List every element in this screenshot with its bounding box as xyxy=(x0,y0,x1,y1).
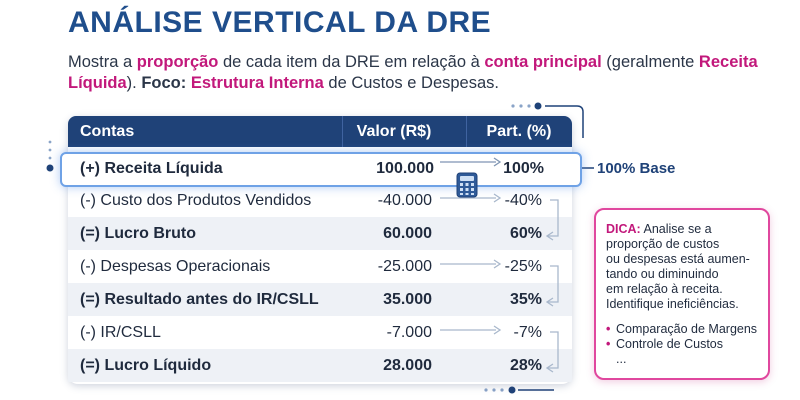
header-part: Part. (%) xyxy=(486,123,552,140)
arrow-right-icon xyxy=(440,259,502,269)
table-row: (+) Receita Líquida 100.000 100% xyxy=(60,152,582,187)
table-header: Contas Valor (R$) Part. (%) xyxy=(68,116,572,147)
tip-line: Identifique ineficiências. xyxy=(606,297,739,311)
table-row: (=) Lucro Bruto 60.000 60% xyxy=(68,217,572,250)
row-value: 60.000 xyxy=(383,225,432,242)
subtitle-segment: Estrutura Interna xyxy=(190,74,324,92)
tip-line: ou despesas está aumen- xyxy=(606,252,750,266)
row-label: (=) Resultado antes do IR/CSLL xyxy=(80,291,319,308)
row-label: (-) Despesas Operacionais xyxy=(80,258,271,275)
row-label: (=) Lucro Bruto xyxy=(80,225,196,242)
row-value: -7.000 xyxy=(386,324,432,341)
header-valor: Valor (R$) xyxy=(356,123,432,140)
row-value: -25.000 xyxy=(377,258,432,275)
page-subtitle: Mostra a proporção de cada item da DRE e… xyxy=(68,52,758,94)
header-divider xyxy=(342,116,343,147)
row-percent: -25% xyxy=(504,258,542,275)
dre-table: Contas Valor (R$) Part. (%) (+) Receita … xyxy=(60,116,582,384)
row-percent: -40% xyxy=(504,192,542,209)
row-value: 28.000 xyxy=(383,357,432,374)
row-value: -40.000 xyxy=(377,192,432,209)
tip-line: proporção de custos xyxy=(606,237,720,251)
tip-text: DICA: Analise se a proporção de custos ou … xyxy=(606,222,758,312)
header-divider xyxy=(466,116,467,147)
arrow-right-icon xyxy=(440,157,502,167)
subtitle-segment: Mostra a xyxy=(68,53,137,71)
subtitle-segment: ). xyxy=(126,74,142,92)
tip-title: DICA: xyxy=(606,222,641,236)
page-title: ANÁLISE VERTICAL DA DRE xyxy=(68,6,492,39)
dotted-connector-icon xyxy=(46,140,54,172)
subtitle-segment: Foco: xyxy=(141,74,187,92)
tip-line: tando ou diminuindo xyxy=(606,267,719,281)
row-value: 100.000 xyxy=(376,160,434,177)
table-row: (=) Lucro Líquido 28.000 28% xyxy=(68,349,572,382)
table-row: (-) IR/CSLL -7.000 -7% xyxy=(68,316,572,349)
tip-line: Analise se a xyxy=(643,222,712,236)
tip-line: em relação à receita. xyxy=(606,282,723,296)
row-percent: 100% xyxy=(503,160,544,177)
base-label: 100% Base xyxy=(597,160,676,177)
table-row: (-) Custo dos Produtos Vendidos -40.000 -4… xyxy=(68,184,572,217)
arrow-right-icon xyxy=(440,193,502,203)
arrow-right-icon xyxy=(440,325,502,335)
row-label: (-) IR/CSLL xyxy=(80,324,161,341)
bracket-arrow-icon xyxy=(546,265,559,307)
header-contas: Contas xyxy=(80,123,135,140)
subtitle-segment: de Custos e Despesas. xyxy=(323,74,499,92)
calculator-icon xyxy=(456,172,478,198)
tip-list: Comparação de MargensControle de Custos.… xyxy=(606,322,758,367)
subtitle-segment: conta principal xyxy=(484,53,602,71)
subtitle-segment: Receita Líquida xyxy=(68,53,758,92)
subtitle-segment: (geralmente xyxy=(601,53,699,71)
row-value: 35.000 xyxy=(383,291,432,308)
row-label: (-) Custo dos Produtos Vendidos xyxy=(80,192,312,209)
row-label: (=) Lucro Líquido xyxy=(80,357,212,374)
row-percent: 60% xyxy=(509,225,542,242)
row-percent: 28% xyxy=(509,357,542,374)
table-row: (-) Despesas Operacionais -25.000 -25% xyxy=(68,250,572,283)
row-label: (+) Receita Líquida xyxy=(80,160,223,177)
tip-bullet: Controle de Custos xyxy=(606,337,758,352)
row-percent: -7% xyxy=(513,324,542,341)
subtitle-segment: proporção xyxy=(136,53,219,71)
table-row: (=) Resultado antes do IR/CSLL 35.000 35% xyxy=(68,283,572,316)
tip-more: ... xyxy=(616,352,627,366)
bracket-arrow-icon xyxy=(546,331,559,373)
tip-bullet: Comparação de Margens xyxy=(606,322,758,337)
subtitle-segment: de cada item da DRE em relação à xyxy=(218,53,485,71)
tip-box: DICA: Analise se a proporção de custos ou … xyxy=(594,208,770,380)
bracket-arrow-icon xyxy=(546,199,559,241)
dotted-connector-icon xyxy=(484,386,554,394)
row-percent: 35% xyxy=(509,291,542,308)
dotted-connector-icon xyxy=(511,102,584,138)
